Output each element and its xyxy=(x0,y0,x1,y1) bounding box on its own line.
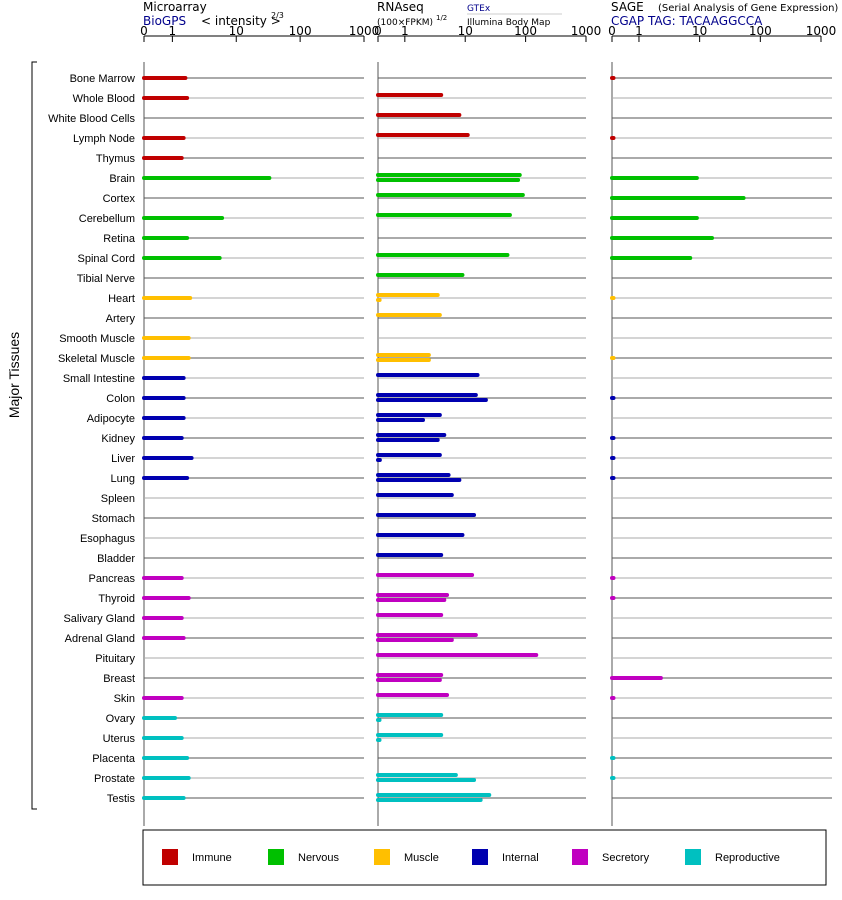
tissue-label: Prostate xyxy=(94,773,135,785)
tissue-label: Pituitary xyxy=(95,653,135,665)
rnaseq-tick-label: 0 xyxy=(374,24,382,38)
microarray-source-link[interactable]: BioGPS xyxy=(143,14,186,28)
microarray-unit-exponent: 2/3 xyxy=(271,11,284,20)
gtex-source-link[interactable]: GTEx xyxy=(467,4,491,14)
sage-tick-label: 1000 xyxy=(806,24,837,38)
rnaseq-tick-label: 1000 xyxy=(571,24,602,38)
tissue-label: Thyroid xyxy=(98,593,135,605)
tissue-label: Thymus xyxy=(96,153,136,165)
illumina-source-label: Illumina Body Map xyxy=(467,18,551,28)
legend-swatch xyxy=(162,849,178,865)
tissue-label: Cerebellum xyxy=(79,213,135,225)
y-group-label: Major Tissues xyxy=(6,332,22,418)
tissue-label: Bladder xyxy=(97,553,135,565)
rnaseq-tick-label: 100 xyxy=(514,24,537,38)
legend-label: Secretory xyxy=(602,852,650,864)
tissue-label: Small Intestine xyxy=(63,373,135,385)
rnaseq-unit: (100×FPKM) xyxy=(377,18,433,28)
legend-label: Internal xyxy=(502,852,539,864)
tissue-label: Uterus xyxy=(103,733,136,745)
tissue-label: Colon xyxy=(106,393,135,405)
tissue-label: Cortex xyxy=(103,193,136,205)
tissue-label: Tibial Nerve xyxy=(77,273,135,285)
rnaseq-tick-label: 10 xyxy=(458,24,473,38)
legend-swatch xyxy=(685,849,701,865)
legend-label: Nervous xyxy=(298,852,339,864)
tissue-label: Lymph Node xyxy=(73,133,135,145)
tissue-label: Stomach xyxy=(92,513,135,525)
tissue-label: Smooth Muscle xyxy=(59,333,135,345)
sage-tick-label: 1 xyxy=(635,24,643,38)
sage-subtitle: (Serial Analysis of Gene Expression) xyxy=(658,3,838,14)
tissue-label: Retina xyxy=(103,233,136,245)
microarray-tick-label: 1000 xyxy=(349,24,380,38)
tissue-label: Adrenal Gland xyxy=(65,633,135,645)
tissue-label: Kidney xyxy=(101,433,135,445)
tissue-label: Heart xyxy=(108,293,135,305)
microarray-tick-label: 10 xyxy=(229,24,244,38)
legend-swatch xyxy=(374,849,390,865)
microarray-tick-label: 0 xyxy=(140,24,148,38)
rnaseq-unit-exponent: 1/2 xyxy=(436,14,447,22)
rnaseq-tick-label: 1 xyxy=(401,24,409,38)
sage-tick-label: 0 xyxy=(608,24,616,38)
tissue-label: White Blood Cells xyxy=(48,113,135,125)
tissue-label: Artery xyxy=(106,313,136,325)
sage-tick-label: 10 xyxy=(692,24,707,38)
legend-label: Immune xyxy=(192,852,232,864)
tissue-label: Ovary xyxy=(106,713,136,725)
sage-tick-label: 100 xyxy=(749,24,772,38)
tissue-label: Liver xyxy=(111,453,135,465)
tissue-label: Skin xyxy=(114,693,135,705)
microarray-tick-label: 100 xyxy=(289,24,312,38)
sage-tag-link[interactable]: CGAP TAG: TACAAGGCCA xyxy=(611,14,763,28)
legend-swatch xyxy=(572,849,588,865)
rnaseq-title: RNAseq xyxy=(377,0,424,14)
microarray-unit: < intensity > xyxy=(201,14,281,28)
tissue-label: Pancreas xyxy=(89,573,136,585)
microarray-title: Microarray xyxy=(143,0,207,14)
sage-title: SAGE xyxy=(611,0,644,14)
tissue-label: Breast xyxy=(103,673,135,685)
tissue-label: Skeletal Muscle xyxy=(58,353,135,365)
y-group-bracket xyxy=(31,61,37,810)
tissue-label: Spleen xyxy=(101,493,135,505)
tissue-label: Testis xyxy=(107,793,136,805)
microarray-tick-label: 1 xyxy=(169,24,177,38)
legend-label: Reproductive xyxy=(715,852,780,864)
tissue-label: Placenta xyxy=(92,753,136,765)
tissue-label: Whole Blood xyxy=(73,93,135,105)
tissue-label: Salivary Gland xyxy=(63,613,135,625)
tissue-label: Brain xyxy=(109,173,135,185)
legend-label: Muscle xyxy=(404,852,439,864)
tissue-label: Adipocyte xyxy=(87,413,135,425)
tissue-label: Lung xyxy=(111,473,135,485)
legend-swatch xyxy=(268,849,284,865)
tissue-label: Spinal Cord xyxy=(78,253,135,265)
legend-swatch xyxy=(472,849,488,865)
tissue-label: Bone Marrow xyxy=(70,73,135,85)
legend-box xyxy=(142,829,827,886)
tissue-label: Esophagus xyxy=(80,533,136,545)
